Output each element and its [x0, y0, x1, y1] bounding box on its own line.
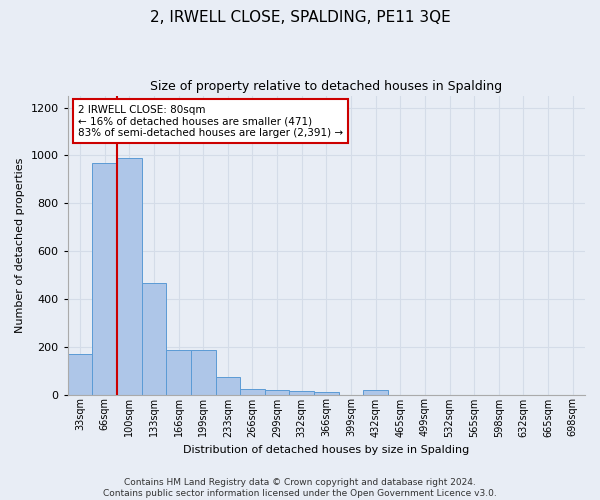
X-axis label: Distribution of detached houses by size in Spalding: Distribution of detached houses by size … — [183, 445, 469, 455]
Bar — [117, 158, 142, 394]
Bar — [191, 350, 215, 395]
Bar — [364, 390, 388, 394]
Bar — [68, 354, 92, 395]
Bar — [265, 390, 289, 394]
Bar — [166, 350, 191, 395]
Text: 2 IRWELL CLOSE: 80sqm
← 16% of detached houses are smaller (471)
83% of semi-det: 2 IRWELL CLOSE: 80sqm ← 16% of detached … — [78, 104, 343, 138]
Bar — [92, 162, 117, 394]
Y-axis label: Number of detached properties: Number of detached properties — [15, 158, 25, 332]
Bar — [142, 284, 166, 395]
Bar — [289, 391, 314, 394]
Bar — [240, 388, 265, 394]
Bar — [314, 392, 338, 394]
Text: Contains HM Land Registry data © Crown copyright and database right 2024.
Contai: Contains HM Land Registry data © Crown c… — [103, 478, 497, 498]
Bar — [215, 376, 240, 394]
Title: Size of property relative to detached houses in Spalding: Size of property relative to detached ho… — [150, 80, 502, 93]
Text: 2, IRWELL CLOSE, SPALDING, PE11 3QE: 2, IRWELL CLOSE, SPALDING, PE11 3QE — [149, 10, 451, 25]
